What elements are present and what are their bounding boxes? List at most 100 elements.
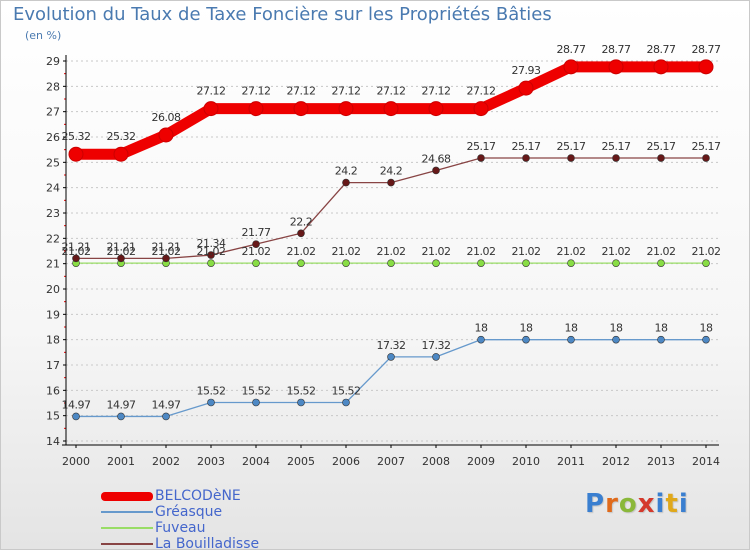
legend-item: BELCODèNE (101, 488, 259, 504)
data-point (428, 101, 444, 117)
data-point (702, 259, 710, 267)
data-point (297, 229, 305, 238)
legend-swatch (101, 491, 153, 501)
data-point (113, 146, 129, 162)
data-point (702, 335, 710, 344)
data-label: 25.17 (512, 140, 541, 153)
data-label: 27.12 (287, 85, 316, 98)
data-label: 28.77 (557, 43, 586, 56)
data-label: 24.68 (422, 152, 451, 165)
data-point (252, 259, 260, 267)
data-point (477, 335, 485, 344)
data-label: 21.21 (62, 240, 91, 253)
data-point (473, 101, 489, 117)
data-label: 21.77 (242, 226, 271, 239)
data-label: 25.32 (62, 130, 91, 143)
data-point (338, 101, 354, 117)
data-point (657, 259, 665, 267)
data-point (518, 80, 534, 96)
data-point (522, 335, 530, 344)
data-point (383, 101, 399, 117)
data-label: 25.17 (467, 140, 496, 153)
y-tick-label: 15 (46, 410, 60, 423)
y-tick-label: 20 (46, 283, 60, 296)
x-tick-label: 2013 (647, 455, 675, 468)
legend-swatch (101, 527, 153, 529)
x-tick-label: 2009 (467, 455, 495, 468)
data-point (117, 254, 125, 263)
data-point (608, 59, 624, 75)
data-label: 24.2 (335, 165, 358, 178)
data-point (207, 251, 215, 259)
data-point (342, 398, 350, 407)
data-label: 21.02 (557, 245, 586, 258)
data-label: 27.12 (242, 85, 271, 98)
y-tick-label: 24 (46, 182, 60, 195)
data-label: 21.21 (152, 240, 181, 253)
data-point (342, 178, 350, 187)
data-label: 14.97 (62, 398, 91, 411)
data-label: 14.97 (152, 398, 181, 411)
logo-letter: P (585, 489, 606, 519)
data-point (203, 101, 219, 117)
data-point (293, 101, 309, 117)
legend-label: BELCODèNE (155, 488, 241, 504)
x-tick-label: 2004 (242, 455, 270, 468)
x-tick-label: 2008 (422, 455, 450, 468)
data-point (387, 353, 395, 361)
y-tick-label: 21 (46, 258, 60, 271)
chart-title: Evolution du Taux de Taxe Foncière sur l… (13, 4, 552, 25)
data-point (698, 59, 714, 75)
data-point (162, 254, 170, 263)
data-label: 18 (475, 322, 488, 335)
data-label: 15.52 (242, 384, 271, 397)
data-point (252, 240, 260, 248)
data-point (477, 259, 485, 267)
y-tick-label: 29 (46, 55, 60, 68)
data-label: 27.12 (332, 85, 361, 98)
legend-item: La Bouilladisse (101, 536, 260, 550)
x-tick-label: 2005 (287, 455, 315, 468)
data-label: 17.32 (422, 339, 451, 352)
data-label: 21.02 (647, 245, 676, 258)
data-label: 14.97 (107, 398, 136, 411)
y-tick-label: 25 (46, 156, 60, 169)
data-label: 27.12 (422, 85, 451, 98)
data-label: 28.77 (692, 43, 721, 56)
data-label: 25.17 (647, 140, 676, 153)
logo-letter: x (637, 489, 656, 519)
data-label: 25.32 (107, 130, 136, 143)
data-label: 27.12 (467, 85, 496, 98)
data-point (653, 59, 669, 75)
x-tick-label: 2002 (152, 455, 180, 468)
x-tick-label: 2007 (377, 455, 405, 468)
proxiti-logo: Proxiti (585, 489, 689, 519)
legend-label: Fuveau (155, 520, 206, 536)
data-point (72, 254, 80, 263)
y-tick-label: 22 (46, 232, 60, 245)
data-point (657, 154, 665, 162)
y-tick-label: 27 (46, 106, 60, 119)
y-tick-label: 26 (46, 131, 60, 144)
x-tick-label: 2014 (692, 455, 720, 468)
legend-label: La Bouilladisse (155, 536, 260, 550)
data-label: 21.34 (197, 237, 226, 250)
data-point (68, 146, 84, 162)
data-point (162, 412, 170, 421)
data-label: 26.08 (152, 111, 181, 124)
data-point (657, 335, 665, 344)
data-label: 25.17 (557, 140, 586, 153)
y-tick-label: 28 (46, 80, 60, 93)
data-label: 21.02 (377, 245, 406, 258)
data-label: 24.2 (380, 165, 403, 178)
data-label: 21.02 (197, 245, 226, 258)
x-tick-label: 2003 (197, 455, 225, 468)
x-tick-label: 2010 (512, 455, 540, 468)
data-point (477, 154, 485, 162)
logo-letter: o (618, 489, 638, 519)
logo-letter: i (678, 489, 689, 519)
y-tick-label: 23 (46, 207, 60, 220)
data-point (297, 398, 305, 407)
data-point (567, 259, 575, 267)
data-point (207, 398, 215, 407)
